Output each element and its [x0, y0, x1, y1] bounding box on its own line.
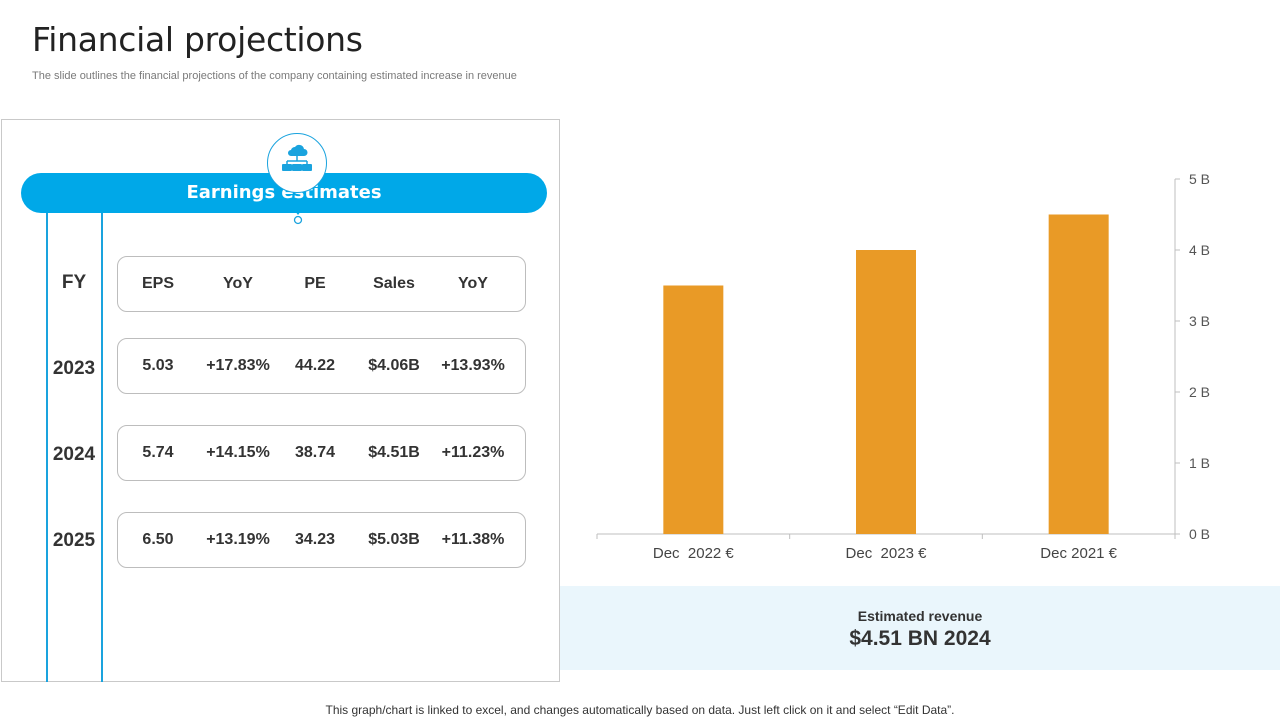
cell-sales: $4.06B [368, 357, 420, 374]
y-tick-label: 3 B [1189, 313, 1210, 329]
x-tick-label: Dec 2023 € [846, 545, 928, 562]
y-tick-label: 2 B [1189, 384, 1210, 400]
banner-pin-icon [293, 211, 303, 225]
icon-badge [267, 133, 327, 193]
fy-header: FY [61, 272, 87, 293]
cell-sales: $4.51B [368, 444, 420, 461]
table-row: 5.74 +14.15% 38.74 $4.51B +11.23% [117, 425, 526, 481]
timeline-line-left [46, 212, 48, 682]
x-tick-label: Dec 2021 € [1040, 545, 1117, 562]
y-tick-label: 1 B [1189, 455, 1210, 471]
y-tick-label: 0 B [1189, 526, 1210, 542]
timeline-line-right [101, 212, 103, 682]
cell-sales-yoy: +11.38% [441, 531, 505, 548]
table-row: 6.50 +13.19% 34.23 $5.03B +11.38% [117, 512, 526, 568]
y-tick-label: 5 B [1189, 171, 1210, 187]
cell-eps: 5.74 [142, 444, 174, 461]
cell-sales-yoy: +11.23% [441, 444, 505, 461]
fy-year-2024: 2024 [52, 444, 96, 465]
table-row: 5.03 +17.83% 44.22 $4.06B +13.93% [117, 338, 526, 394]
estimated-revenue-value: $4.51 BN 2024 [849, 627, 991, 650]
cell-sales-yoy: +13.93% [441, 357, 505, 374]
bar [856, 250, 916, 534]
x-tick-label: Dec 2022 € [653, 545, 735, 562]
cloud-network-icon [282, 144, 312, 171]
cell-yoy: +14.15% [206, 444, 270, 461]
cell-sales: $5.03B [368, 531, 420, 548]
column-header-pe: PE [304, 275, 326, 292]
fy-year-2023: 2023 [52, 358, 96, 379]
column-header-sales-yoy: YoY [458, 275, 488, 292]
cell-eps: 6.50 [142, 531, 174, 548]
cell-yoy: +13.19% [206, 531, 270, 548]
column-header-eps: EPS [141, 275, 174, 292]
page-title: Financial projections [32, 20, 363, 59]
y-tick-label: 4 B [1189, 242, 1210, 258]
fy-year-2025: 2025 [52, 530, 96, 551]
cell-eps: 5.03 [142, 357, 174, 374]
bar [1048, 214, 1109, 534]
table-header-row: EPS YoY PE Sales YoY [117, 256, 526, 312]
cell-pe: 38.74 [294, 444, 336, 461]
cell-pe: 34.23 [294, 531, 336, 548]
cell-yoy: +17.83% [206, 357, 270, 374]
footer-note: This graph/chart is linked to excel, and… [325, 703, 955, 717]
estimated-revenue-box: Estimated revenue $4.51 BN 2024 [560, 586, 1280, 670]
column-header-sales: Sales [373, 275, 415, 292]
estimated-revenue-label: Estimated revenue [857, 608, 983, 624]
bar [663, 285, 724, 534]
cell-pe: 44.22 [294, 357, 336, 374]
revenue-bar-chart[interactable]: 0 B 1 B 2 B 3 B 4 B 5 B Dec 2022 € Dec 2023 € De… [560, 150, 1280, 570]
page-subtitle: The slide outlines the financial project… [32, 70, 517, 82]
column-header-yoy: YoY [223, 275, 253, 292]
